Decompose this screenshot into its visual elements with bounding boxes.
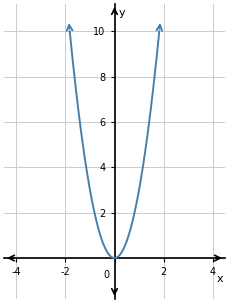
Text: 0: 0 (104, 271, 110, 281)
Text: y: y (118, 8, 125, 18)
Text: x: x (217, 274, 224, 284)
